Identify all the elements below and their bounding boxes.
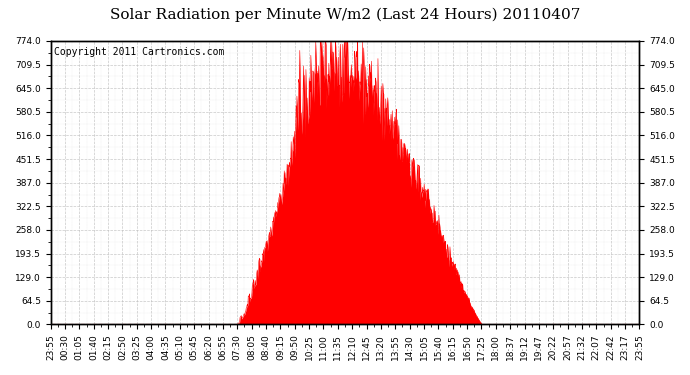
Text: Solar Radiation per Minute W/m2 (Last 24 Hours) 20110407: Solar Radiation per Minute W/m2 (Last 24… [110,8,580,22]
Text: Copyright 2011 Cartronics.com: Copyright 2011 Cartronics.com [54,46,224,57]
